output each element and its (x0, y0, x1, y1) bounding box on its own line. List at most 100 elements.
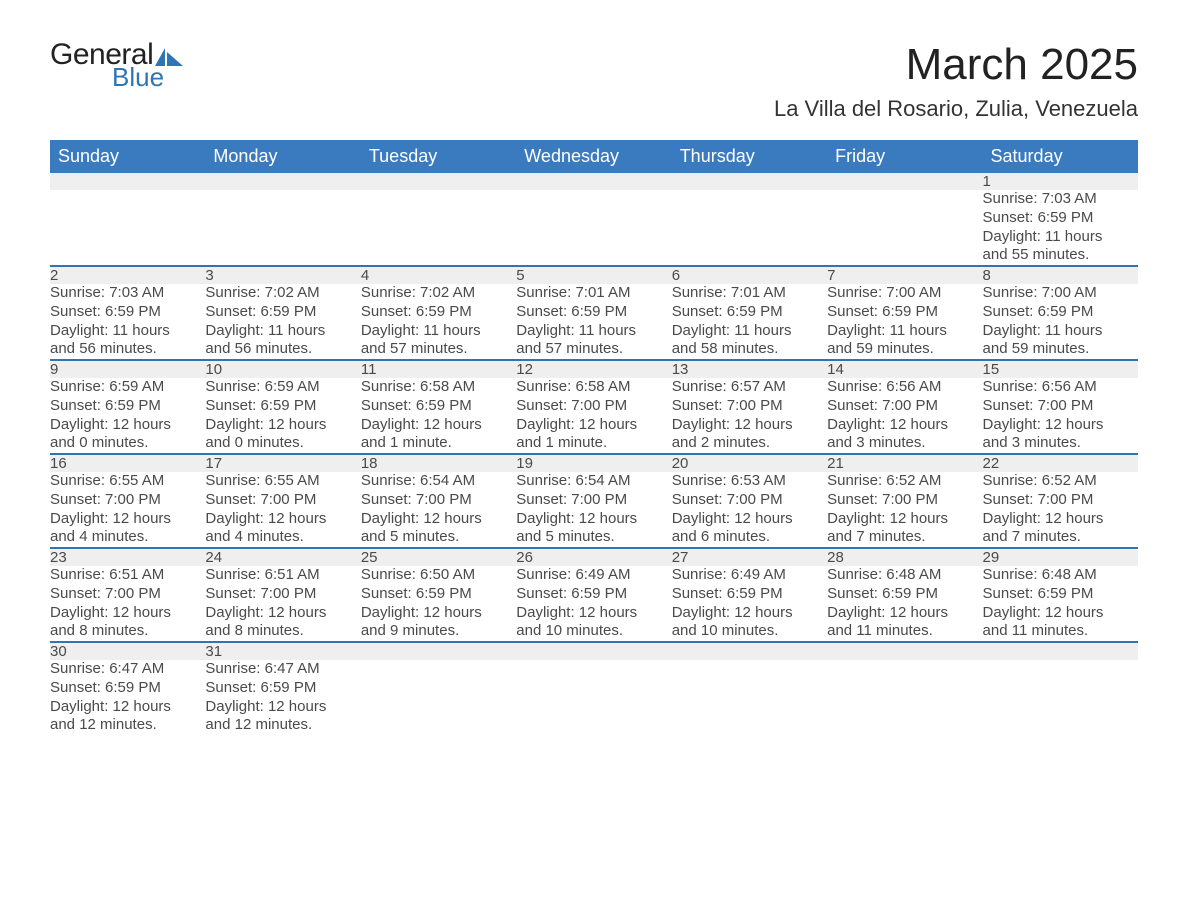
day-detail-cell: Sunrise: 6:49 AMSunset: 6:59 PMDaylight:… (516, 566, 671, 642)
day-sunset-text: Sunset: 6:59 PM (516, 303, 671, 322)
day-number-cell (361, 642, 516, 660)
day-d1-text: Daylight: 12 hours (827, 604, 982, 623)
day-d1-text: Daylight: 12 hours (516, 604, 671, 623)
day-number-cell: 22 (983, 454, 1138, 472)
day-d2-text: and 1 minute. (516, 434, 671, 453)
calendar-header-row: Sunday Monday Tuesday Wednesday Thursday… (50, 140, 1138, 173)
day-sunrise-text: Sunrise: 6:56 AM (983, 378, 1138, 397)
day-number-cell: 24 (205, 548, 360, 566)
day-d2-text: and 6 minutes. (672, 528, 827, 547)
day-detail-cell (361, 660, 516, 735)
day-detail-cell: Sunrise: 6:51 AMSunset: 7:00 PMDaylight:… (205, 566, 360, 642)
weekday-header: Saturday (983, 140, 1138, 173)
day-detail-cell: Sunrise: 6:53 AMSunset: 7:00 PMDaylight:… (672, 472, 827, 548)
calendar-body: 1Sunrise: 7:03 AMSunset: 6:59 PMDaylight… (50, 173, 1138, 735)
day-d2-text: and 57 minutes. (361, 340, 516, 359)
weekday-header: Friday (827, 140, 982, 173)
day-sunset-text: Sunset: 7:00 PM (983, 397, 1138, 416)
day-d1-text: Daylight: 11 hours (983, 322, 1138, 341)
day-detail-cell: Sunrise: 6:52 AMSunset: 7:00 PMDaylight:… (983, 472, 1138, 548)
day-number-cell: 11 (361, 360, 516, 378)
day-sunrise-text: Sunrise: 6:47 AM (205, 660, 360, 679)
calendar-detail-row: Sunrise: 6:47 AMSunset: 6:59 PMDaylight:… (50, 660, 1138, 735)
day-sunset-text: Sunset: 6:59 PM (361, 303, 516, 322)
day-detail-cell: Sunrise: 6:47 AMSunset: 6:59 PMDaylight:… (50, 660, 205, 735)
day-detail-cell: Sunrise: 6:59 AMSunset: 6:59 PMDaylight:… (205, 378, 360, 454)
day-detail-cell: Sunrise: 6:54 AMSunset: 7:00 PMDaylight:… (361, 472, 516, 548)
calendar-daynum-row: 16171819202122 (50, 454, 1138, 472)
day-detail-cell (827, 190, 982, 266)
day-sunrise-text: Sunrise: 6:49 AM (672, 566, 827, 585)
day-d2-text: and 5 minutes. (516, 528, 671, 547)
day-number-cell: 13 (672, 360, 827, 378)
day-sunrise-text: Sunrise: 6:59 AM (205, 378, 360, 397)
day-d1-text: Daylight: 12 hours (361, 416, 516, 435)
day-d2-text: and 10 minutes. (516, 622, 671, 641)
day-number-cell: 3 (205, 266, 360, 284)
day-number-cell: 8 (983, 266, 1138, 284)
day-number-cell (983, 642, 1138, 660)
day-d2-text: and 57 minutes. (516, 340, 671, 359)
day-detail-cell (516, 660, 671, 735)
day-d2-text: and 8 minutes. (205, 622, 360, 641)
day-detail-cell: Sunrise: 6:52 AMSunset: 7:00 PMDaylight:… (827, 472, 982, 548)
day-d2-text: and 0 minutes. (50, 434, 205, 453)
day-detail-cell: Sunrise: 6:50 AMSunset: 6:59 PMDaylight:… (361, 566, 516, 642)
day-detail-cell: Sunrise: 6:49 AMSunset: 6:59 PMDaylight:… (672, 566, 827, 642)
day-sunset-text: Sunset: 6:59 PM (205, 679, 360, 698)
day-sunset-text: Sunset: 6:59 PM (50, 679, 205, 698)
calendar-detail-row: Sunrise: 7:03 AMSunset: 6:59 PMDaylight:… (50, 284, 1138, 360)
calendar-daynum-row: 23242526272829 (50, 548, 1138, 566)
day-sunset-text: Sunset: 6:59 PM (50, 303, 205, 322)
brand-word-blue: Blue (112, 64, 164, 90)
day-detail-cell (672, 660, 827, 735)
day-d2-text: and 58 minutes. (672, 340, 827, 359)
day-detail-cell: Sunrise: 6:54 AMSunset: 7:00 PMDaylight:… (516, 472, 671, 548)
day-d2-text: and 12 minutes. (205, 716, 360, 735)
day-sunrise-text: Sunrise: 7:03 AM (983, 190, 1138, 209)
day-detail-cell: Sunrise: 6:56 AMSunset: 7:00 PMDaylight:… (983, 378, 1138, 454)
day-d2-text: and 10 minutes. (672, 622, 827, 641)
day-sunrise-text: Sunrise: 6:58 AM (361, 378, 516, 397)
day-sunset-text: Sunset: 6:59 PM (516, 585, 671, 604)
day-d1-text: Daylight: 12 hours (361, 604, 516, 623)
day-detail-cell: Sunrise: 7:03 AMSunset: 6:59 PMDaylight:… (50, 284, 205, 360)
day-d2-text: and 12 minutes. (50, 716, 205, 735)
day-sunrise-text: Sunrise: 6:54 AM (516, 472, 671, 491)
day-detail-cell: Sunrise: 6:58 AMSunset: 6:59 PMDaylight:… (361, 378, 516, 454)
calendar-daynum-row: 2345678 (50, 266, 1138, 284)
day-sunrise-text: Sunrise: 7:02 AM (205, 284, 360, 303)
day-sunrise-text: Sunrise: 6:58 AM (516, 378, 671, 397)
day-sunset-text: Sunset: 7:00 PM (205, 491, 360, 510)
day-sunrise-text: Sunrise: 6:55 AM (50, 472, 205, 491)
day-d2-text: and 4 minutes. (50, 528, 205, 547)
day-sunset-text: Sunset: 6:59 PM (827, 303, 982, 322)
day-d1-text: Daylight: 12 hours (361, 510, 516, 529)
day-detail-cell: Sunrise: 7:03 AMSunset: 6:59 PMDaylight:… (983, 190, 1138, 266)
day-sunrise-text: Sunrise: 6:59 AM (50, 378, 205, 397)
day-d1-text: Daylight: 12 hours (983, 604, 1138, 623)
day-number-cell: 28 (827, 548, 982, 566)
day-sunset-text: Sunset: 6:59 PM (827, 585, 982, 604)
day-sunrise-text: Sunrise: 7:01 AM (672, 284, 827, 303)
day-number-cell: 4 (361, 266, 516, 284)
location-subtitle: La Villa del Rosario, Zulia, Venezuela (774, 96, 1138, 122)
day-sunset-text: Sunset: 6:59 PM (672, 585, 827, 604)
day-d1-text: Daylight: 11 hours (983, 228, 1138, 247)
day-sunrise-text: Sunrise: 7:03 AM (50, 284, 205, 303)
day-number-cell: 15 (983, 360, 1138, 378)
day-d1-text: Daylight: 12 hours (50, 416, 205, 435)
day-d1-text: Daylight: 11 hours (827, 322, 982, 341)
day-d2-text: and 59 minutes. (827, 340, 982, 359)
day-number-cell (516, 173, 671, 190)
day-detail-cell: Sunrise: 7:00 AMSunset: 6:59 PMDaylight:… (827, 284, 982, 360)
day-detail-cell (516, 190, 671, 266)
day-number-cell: 23 (50, 548, 205, 566)
day-sunrise-text: Sunrise: 6:51 AM (50, 566, 205, 585)
calendar-detail-row: Sunrise: 6:59 AMSunset: 6:59 PMDaylight:… (50, 378, 1138, 454)
day-detail-cell: Sunrise: 6:51 AMSunset: 7:00 PMDaylight:… (50, 566, 205, 642)
day-sunset-text: Sunset: 6:59 PM (983, 209, 1138, 228)
day-d2-text: and 11 minutes. (827, 622, 982, 641)
calendar-daynum-row: 1 (50, 173, 1138, 190)
day-d2-text: and 7 minutes. (983, 528, 1138, 547)
